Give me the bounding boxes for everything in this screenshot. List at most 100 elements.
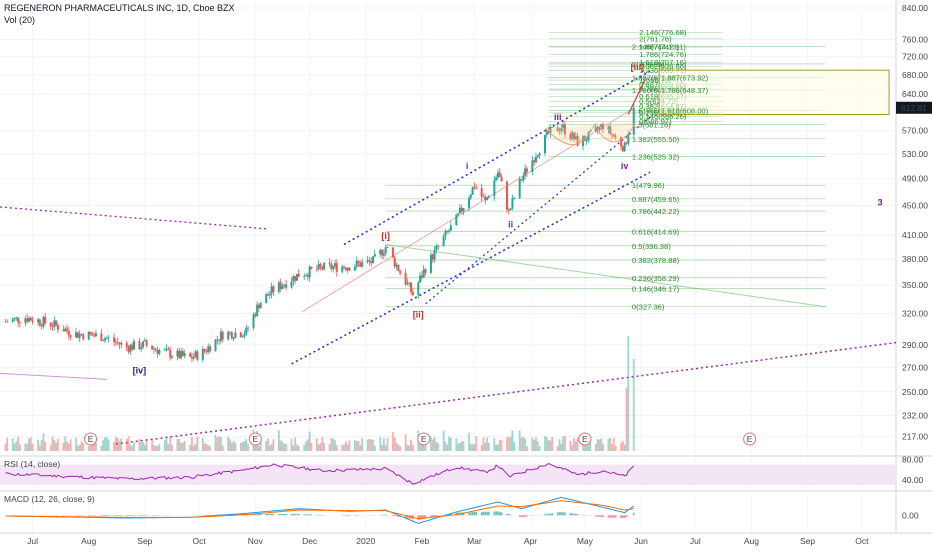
macd-histogram-bar [383,515,385,516]
macd-histogram-bar [347,515,349,516]
fib-level-label: 0.146(346.17) [632,285,680,294]
fib-level-label: 0.382(378.88) [632,256,680,265]
volume-bar [397,444,399,451]
volume-bar [332,439,334,451]
volume-bar [544,436,546,451]
volume-bar [559,439,561,451]
candle-body [113,337,115,342]
volume-bar [615,446,617,451]
macd-histogram-bar [311,515,313,516]
volume-bar [341,445,343,451]
time-tick-label: Nov [248,536,264,546]
candle-body [267,294,269,295]
volume-bar [292,445,294,451]
volume-bar [70,439,72,451]
wave-label: [iv] [133,365,147,375]
macd-histogram-bar [385,515,387,516]
macd-histogram-bar [106,515,108,516]
macd-histogram-bar [628,515,630,516]
candle-body [178,351,180,359]
volume-bar [207,445,209,451]
macd-histogram-bar [573,514,575,516]
macd-histogram-bar [494,511,496,515]
volume-bar [115,437,117,451]
macd-histogram-bar [599,515,601,517]
volume-bar [475,436,477,451]
macd-histogram-bar [267,514,269,515]
fib-level-label: 0.5(396.38) [632,242,671,251]
volume-bar [309,432,311,451]
macd-histogram-bar [285,514,287,515]
candle-body [446,231,448,232]
volume-bar [470,444,472,451]
wave-label: ii [508,219,513,229]
volume-bar [495,445,497,451]
candle-body [316,269,318,270]
macd-histogram-bar [280,514,282,515]
price-tick-label: 450.00 [902,201,928,211]
macd-histogram-bar [258,514,260,515]
candle-body [501,177,503,181]
candle-body [106,338,108,339]
volume-bar [571,445,573,451]
volume-bar [611,444,613,451]
volume-bar [539,446,541,451]
volume-bar [445,442,447,451]
candle-body [626,143,628,144]
volume-bar [242,442,244,451]
volume-bar [191,437,193,451]
macd-histogram-bar [102,515,104,516]
candle-body [356,261,358,267]
volume-bar [178,439,180,451]
candle-body [88,332,90,340]
candle-body [336,263,338,272]
candle-body [207,346,209,352]
candle-body [303,276,305,277]
volume-bar [158,444,160,451]
price-tick-label: 680.00 [902,70,928,80]
macd-histogram-bar [481,512,483,515]
candle-body [359,263,361,267]
macd-histogram-bar [104,515,106,516]
macd-histogram-bar [582,515,584,516]
wave-label: 3 [877,198,882,208]
volume-bar [117,438,119,451]
macd-histogram-bar [470,512,472,515]
macd-histogram-bar [501,512,503,515]
candle-body [497,172,499,177]
candle-body [108,337,110,338]
candle-body [70,335,72,337]
candle-body [546,131,548,135]
volume-bar [189,445,191,451]
volume-bar [405,434,407,451]
volume-bar [291,439,293,451]
macd-histogram-bar [532,515,534,516]
candle-body [164,350,166,351]
time-tick-label: Dec [302,536,318,546]
macd-histogram-bar [318,515,320,516]
volume-bar [412,444,414,451]
macd-histogram-bar [271,514,273,515]
volume-bar [17,437,19,451]
macd-histogram-bar [273,514,275,515]
macd-histogram-bar [108,515,110,516]
volume-bar [379,437,381,451]
macd-histogram-bar [544,514,546,515]
volume-bar [258,446,260,451]
candle-body [455,215,457,225]
volume-bar [372,440,374,451]
time-tick-label: Oct [193,536,207,546]
macd-title: MACD (12, 26, close, 9) [4,494,95,504]
candle-body [256,305,258,316]
candle-body [44,317,46,323]
candle-body [218,340,220,341]
candle-body [26,318,28,321]
candle-body [450,225,452,230]
rsi-title: RSI (14, close) [4,459,60,469]
macd-histogram-bar [550,513,552,515]
volume-bar [318,444,320,451]
volume-bar [282,442,284,451]
volume-bar [37,440,39,451]
candle-body [281,286,283,289]
